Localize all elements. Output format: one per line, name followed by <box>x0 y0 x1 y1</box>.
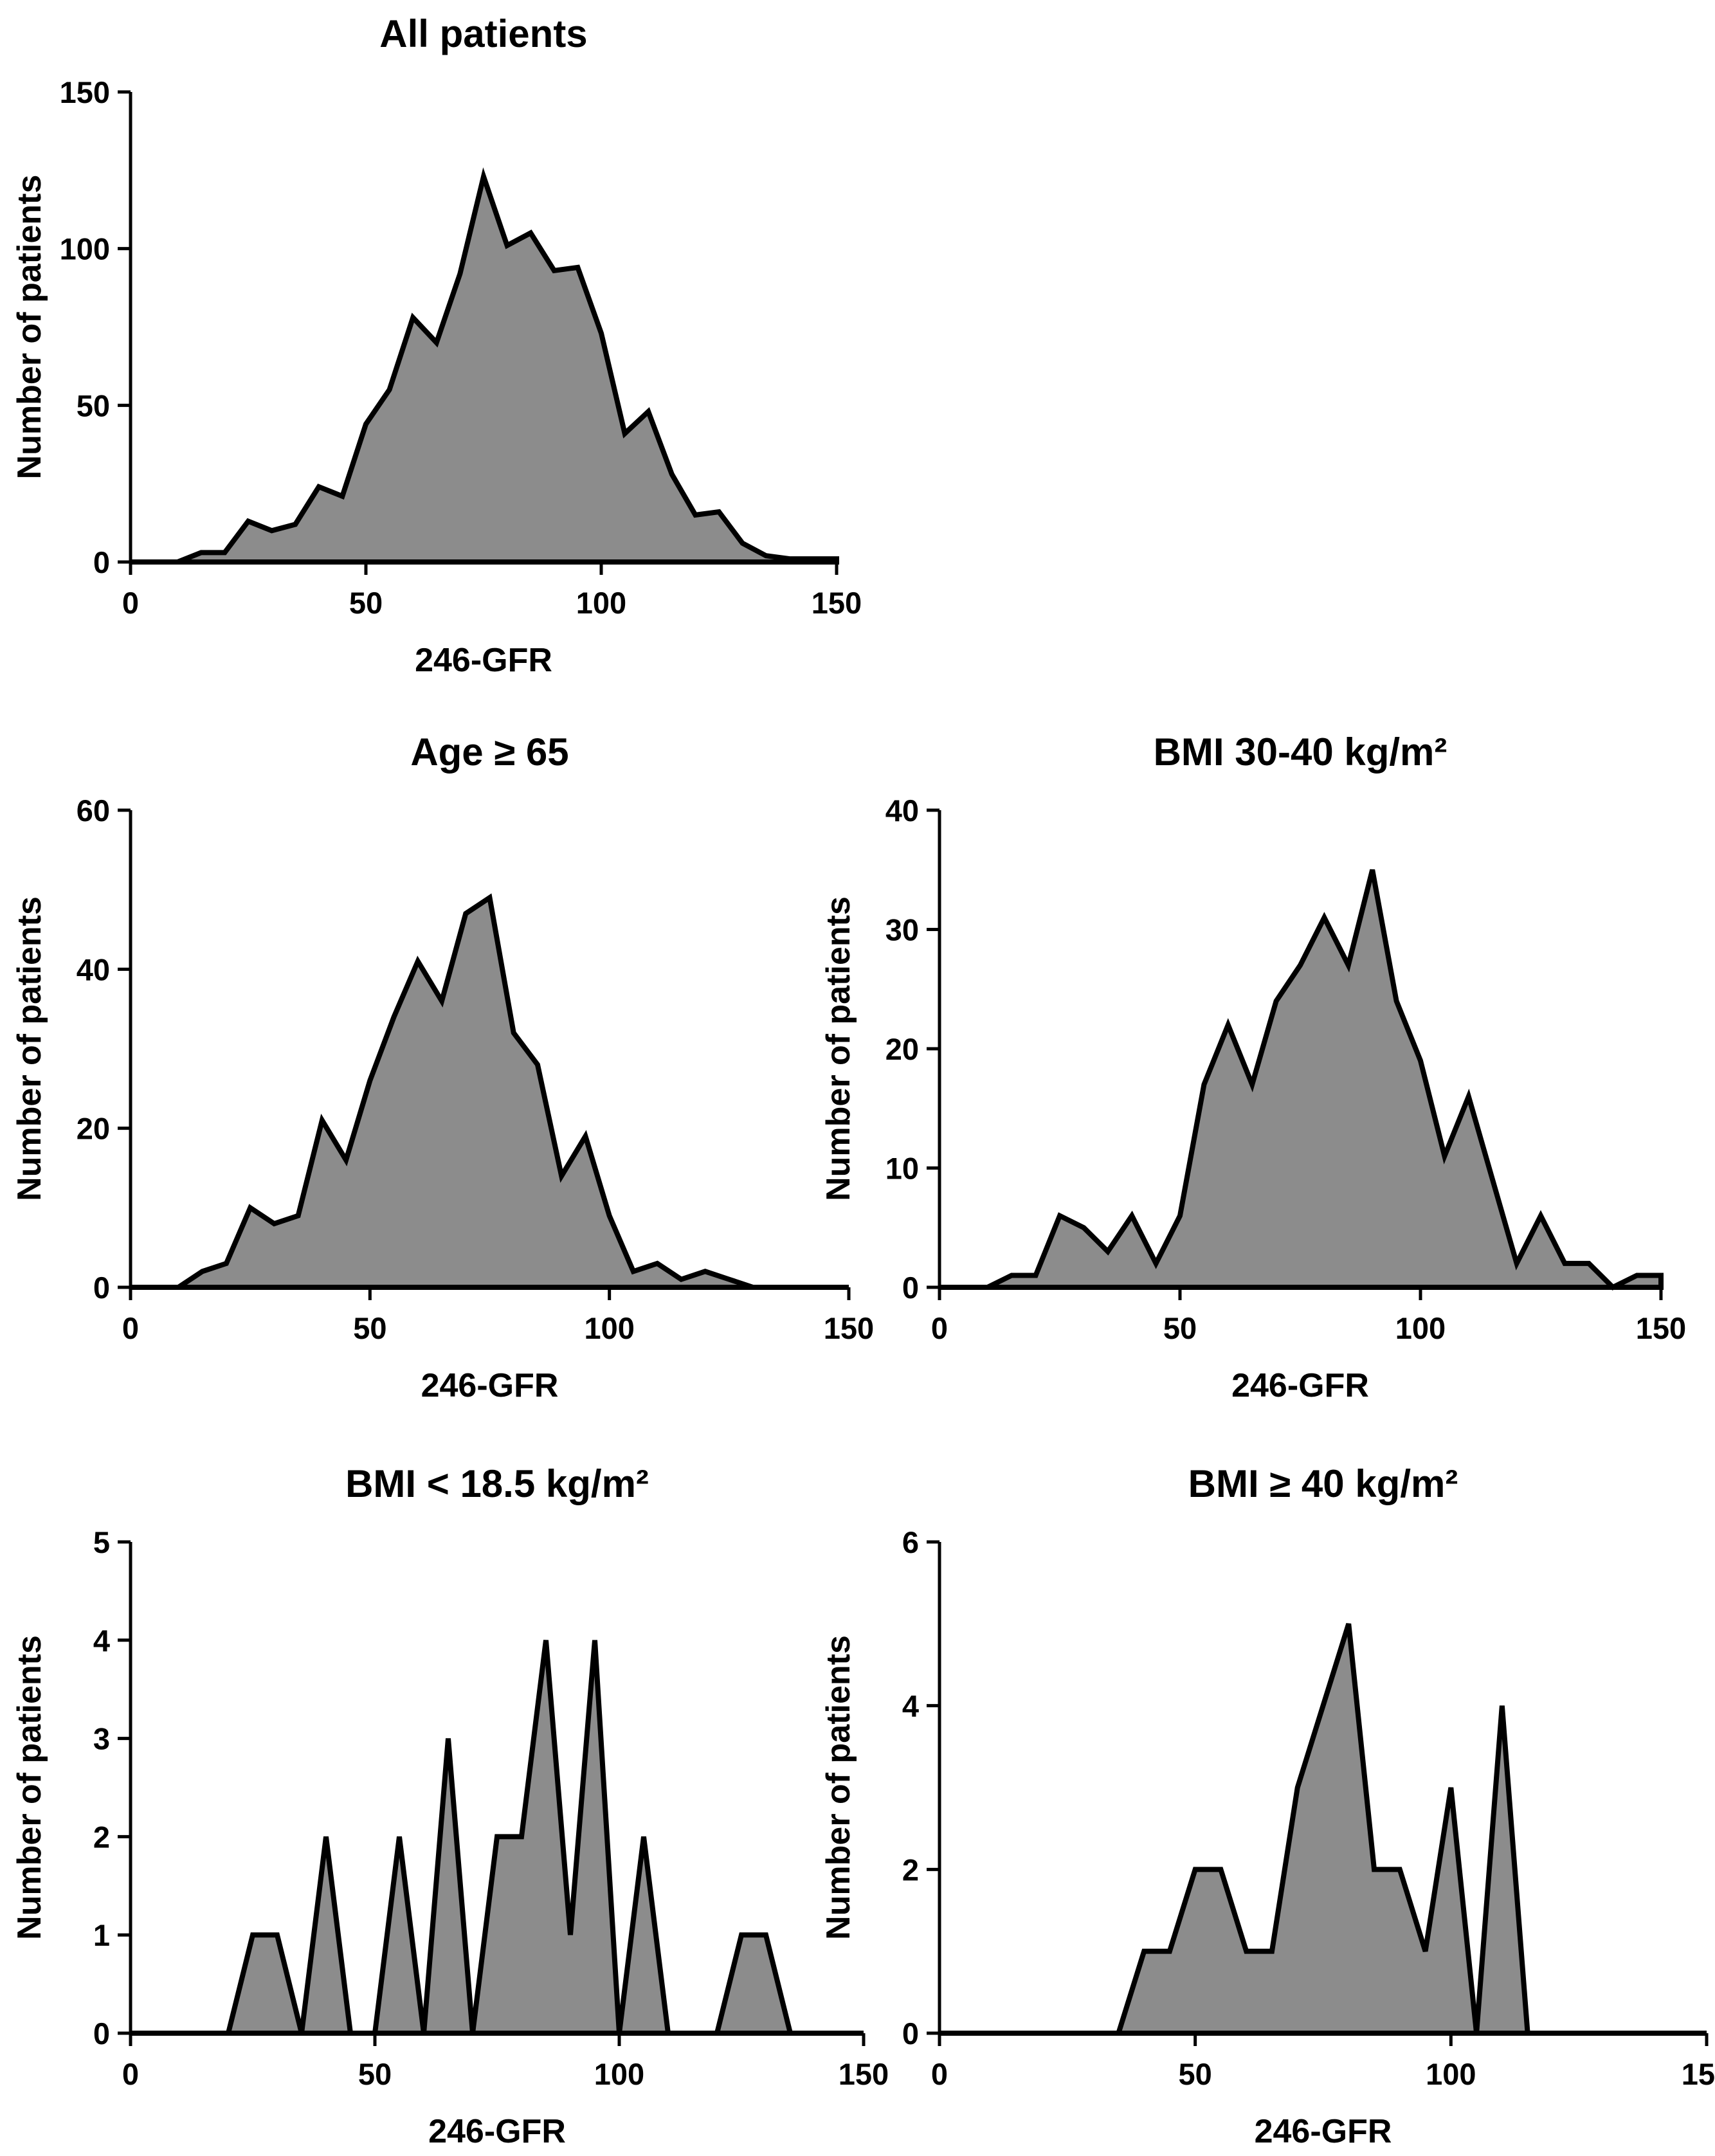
y-tick-label: 50 <box>77 388 110 422</box>
y-tick-label: 40 <box>885 793 919 828</box>
y-tick-label: 5 <box>93 1525 110 1559</box>
x-tick-label: 0 <box>122 2057 139 2091</box>
y-tick-label: 0 <box>93 1271 110 1305</box>
y-tick-label: 4 <box>93 1624 110 1658</box>
y-tick-label: 3 <box>93 1722 110 1756</box>
chart-panel-age65: 0 50 100 150 0 20 40 60 Age ≥ 65 246-GFR Number of… <box>11 730 874 1404</box>
x-tick-label: 100 <box>594 2057 644 2091</box>
x-tick-label: 50 <box>1163 1311 1197 1345</box>
y-tick-label: 60 <box>77 793 110 828</box>
x-tick-label: 100 <box>576 586 626 620</box>
chart-title: BMI < 18.5 kg/m² <box>345 1462 649 1505</box>
x-axis-label: 246-GFR <box>421 1367 559 1404</box>
y-axis-label: Number of patients <box>11 1635 48 1940</box>
series-area <box>131 167 839 565</box>
y-tick-label: 20 <box>885 1032 919 1066</box>
y-tick-label: 30 <box>885 913 919 947</box>
chart-panel-all: 0 50 100 150 0 50 100 150 All patients 246-GFR Num… <box>11 12 862 679</box>
y-tick-label: 1 <box>93 1918 110 1952</box>
y-tick-label: 0 <box>902 2016 919 2051</box>
x-tick-label: 50 <box>353 1311 386 1345</box>
chart-title: BMI 30-40 kg/m² <box>1154 730 1447 774</box>
y-tick-label: 2 <box>902 1853 919 1887</box>
y-axis-label: Number of patients <box>11 175 48 480</box>
y-axis-label: Number of patients <box>11 896 48 1201</box>
y-tick-label: 10 <box>885 1152 919 1186</box>
y-tick-label: 2 <box>93 1820 110 1854</box>
chart-title: BMI ≥ 40 kg/m² <box>1188 1462 1458 1505</box>
y-tick-label: 150 <box>60 75 110 109</box>
x-tick-label: 150 <box>824 1311 874 1345</box>
x-tick-label: 150 <box>812 586 862 620</box>
series-area <box>131 893 849 1290</box>
x-tick-label: 150 <box>1636 1311 1686 1345</box>
chart-panel-bmi40: 0 50 100 150 0 2 4 6 BMI ≥ 40 kg/m² 246-GFR Number… <box>820 1462 1715 2150</box>
x-tick-label: 0 <box>931 1311 948 1345</box>
chart-title: Age ≥ 65 <box>410 730 568 774</box>
y-tick-label: 0 <box>902 1271 919 1305</box>
x-axis-label: 246-GFR <box>428 2113 566 2150</box>
x-tick-label: 100 <box>584 1311 634 1345</box>
x-tick-label: 100 <box>1395 1311 1446 1345</box>
y-tick-label: 40 <box>77 952 110 986</box>
x-tick-label: 50 <box>1179 2057 1212 2091</box>
chart-panel-bmi3040: 0 50 100 150 0 10 20 30 40 BMI 30-40 kg/m² 246-GFR… <box>820 730 1686 1404</box>
series-area <box>131 1640 864 2036</box>
x-tick-label: 150 <box>839 2057 889 2091</box>
x-tick-label: 0 <box>931 2057 948 2091</box>
series-area <box>939 869 1664 1291</box>
x-tick-label: 0 <box>122 1311 139 1345</box>
series-area <box>939 1623 1707 2036</box>
x-tick-label: 50 <box>358 2057 392 2091</box>
y-axis-label: Number of patients <box>820 896 857 1201</box>
y-tick-label: 0 <box>93 2016 110 2051</box>
x-axis-label: 246-GFR <box>1231 1367 1369 1404</box>
x-tick-label: 50 <box>349 586 383 620</box>
chart-title: All patients <box>379 12 587 55</box>
y-tick-label: 100 <box>60 232 110 266</box>
x-tick-label: 0 <box>122 586 139 620</box>
y-tick-label: 6 <box>902 1525 919 1559</box>
y-tick-label: 0 <box>93 545 110 579</box>
x-tick-label: 150 <box>1682 2057 1715 2091</box>
y-tick-label: 20 <box>77 1112 110 1146</box>
y-tick-label: 4 <box>902 1689 919 1723</box>
y-axis-label: Number of patients <box>820 1635 857 1940</box>
x-axis-label: 246-GFR <box>1255 2113 1392 2150</box>
x-tick-label: 100 <box>1426 2057 1476 2091</box>
chart-panel-bmi185: 0 50 100 150 0 1 2 3 4 5 BMI < 18.5 kg/m² 246-GFR Nu… <box>11 1462 889 2150</box>
x-axis-label: 246-GFR <box>415 642 552 679</box>
